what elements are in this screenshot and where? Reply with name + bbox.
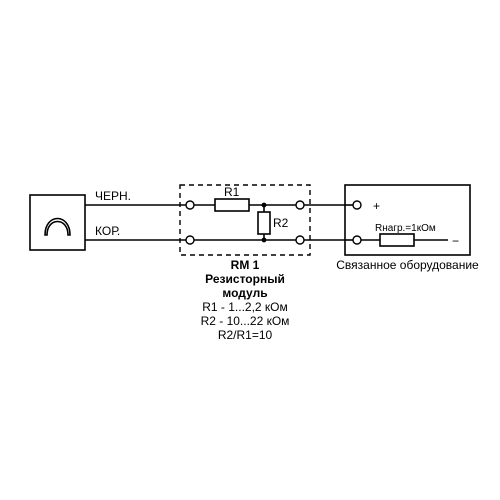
eq-term-bot: [353, 236, 361, 244]
module-box: [180, 185, 310, 255]
resistor-r1: [215, 199, 249, 211]
eq-term-top: [353, 201, 361, 209]
module-spec1: R1 - 1...2,2 кОм: [202, 300, 288, 314]
wire-top-label: ЧЕРН.: [95, 189, 131, 203]
module-name: Резисторный: [205, 272, 285, 286]
module-spec3: R2/R1=10: [218, 328, 273, 342]
r2-label: R2: [273, 216, 289, 230]
module-term-in-bot: [186, 236, 194, 244]
r1-label: R1: [224, 185, 240, 199]
circuit-diagram: ЧЕРН. КОР. R1 R2 RM 1РезисторныймодульR1 - 1…: [0, 0, 500, 500]
module-name-bold: RM 1: [231, 258, 260, 272]
module-term-out-top: [296, 201, 304, 209]
resistor-r2: [258, 212, 270, 234]
wire-bot-label: КОР.: [95, 224, 120, 238]
module-term-in-top: [186, 201, 194, 209]
eq-minus: −: [452, 234, 459, 248]
equipment-caption: Связанное оборудование: [336, 258, 479, 272]
sensor-element-icon: [45, 219, 70, 236]
eq-plus: +: [373, 199, 380, 213]
resistor-rload: [380, 234, 414, 246]
node-r2-top: [262, 203, 267, 208]
module-spec2: R2 - 10...22 кОм: [201, 314, 290, 328]
module-name2: модуль: [222, 286, 267, 300]
node-r2-bot: [262, 238, 267, 243]
rload-label: Rнагр.=1кОм: [375, 223, 436, 234]
sensor-box: [30, 195, 85, 250]
module-term-out-bot: [296, 236, 304, 244]
